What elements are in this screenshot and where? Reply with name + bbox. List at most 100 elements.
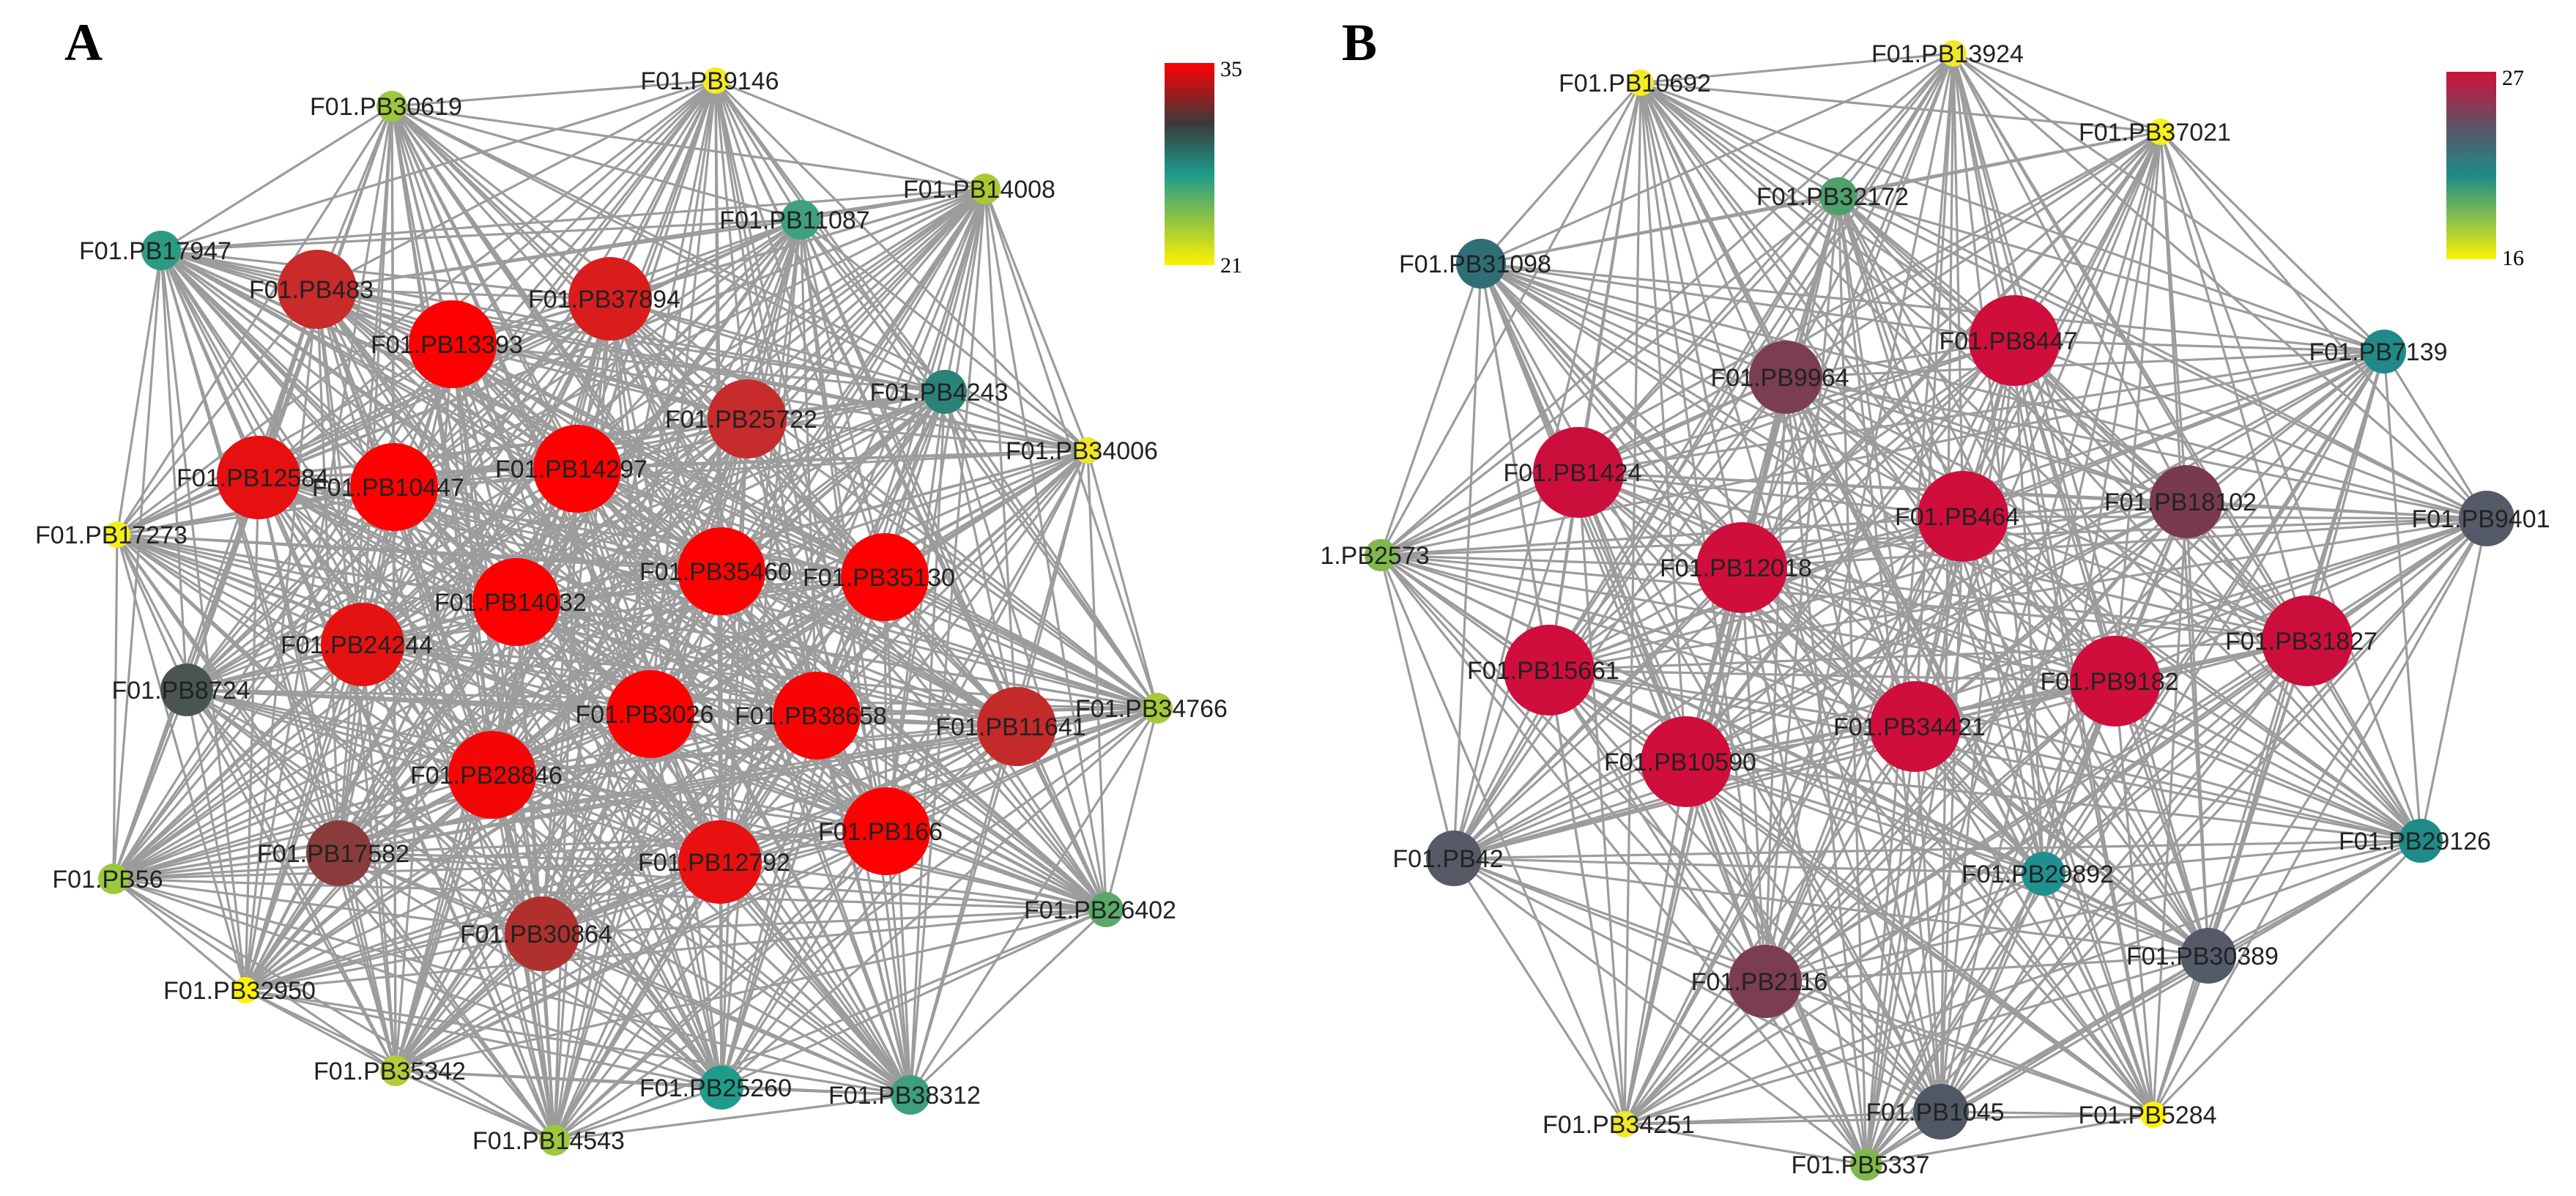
- node-circle: [2148, 119, 2174, 145]
- panel-b-legend-gradient: [2446, 72, 2496, 259]
- edge-f01-pb9182-f01-pb1045: [1940, 680, 2117, 1113]
- edge-f01-pb31827-f01-pb29892: [2042, 639, 2309, 875]
- edge-f01-pb34006-f01-pb38658: [815, 449, 1089, 717]
- node-label: F01.PB483: [249, 276, 374, 304]
- node-label: F01.PB32172: [1756, 183, 1909, 211]
- edge-f01-pb8447-f01-pb29892: [2013, 340, 2045, 874]
- node-f01-pb9964: F01.PB9964: [1710, 341, 1849, 414]
- edge-f01-pb9182-f01-pb5337: [1865, 680, 2117, 1165]
- node-circle: [977, 687, 1056, 766]
- edge-f01-pb38658-f01-pb26402: [816, 714, 1107, 911]
- edge-f01-pb9964-f01-pb29126: [1785, 376, 2421, 842]
- node-f01-pb34006: F01.PB34006: [1006, 437, 1158, 465]
- edge-f01-pb166-f01-pb35342: [395, 830, 887, 1072]
- edge-f01-pb34421-f01-pb2116: [1764, 726, 1917, 982]
- edge-f01-pb4243-f01-pb34766: [943, 391, 1159, 709]
- node-circle: [409, 300, 497, 388]
- edge-f01-pb1045-f01-pb5284: [1940, 1110, 2154, 1116]
- edge-f01-pb18102-f01-pb10590: [1685, 500, 2187, 763]
- node-circle: [891, 1075, 930, 1115]
- edge-f01-pb29892-f01-pb34251: [1624, 872, 2044, 1126]
- edge-f01-pb37894-f01-pb4243: [609, 297, 946, 393]
- edge-f01-pb28846-f01-pb26402: [491, 773, 1107, 911]
- edge-f01-pb31098-f01-pb1045: [1480, 263, 1942, 1113]
- node-circle: [2459, 491, 2514, 546]
- panel-a-legend-min: 21: [1220, 253, 1242, 278]
- node-circle: [1749, 341, 1822, 414]
- edge-f01-pb9182-f01-pb42: [1453, 680, 2116, 860]
- edge-f01-pb17582-f01-pb38312: [338, 852, 911, 1096]
- node-circle: [702, 67, 729, 94]
- node-circle: [1641, 716, 1731, 807]
- node-f01-pb9401: F01.PB9401: [2411, 491, 2550, 546]
- edge-f01-pb13393-f01-pb35130: [452, 343, 886, 579]
- node-circle: [98, 863, 129, 894]
- edge-f01-pb10447-f01-pb34766: [393, 486, 1158, 710]
- edge-1-pb2573-f01-pb42: [1379, 554, 1455, 859]
- edge-1-pb2573-f01-pb5337: [1379, 554, 1868, 1165]
- edge-f01-pb14297-f01-pb11641: [576, 467, 1017, 728]
- edge-f01-pb35342-f01-pb14543: [395, 1069, 555, 1142]
- edge-f01-pb25722-f01-pb12584: [258, 417, 748, 479]
- edge-f01-pb9401-f01-pb30389: [2207, 518, 2488, 957]
- edge-f01-pb31098-f01-pb8447: [1480, 262, 2015, 342]
- node-circle: [773, 672, 861, 759]
- node-circle: [708, 379, 787, 458]
- edge-f01-pb15661-f01-pb29126: [1548, 669, 2421, 842]
- edge-f01-pb166-f01-pb38312: [885, 831, 912, 1096]
- edge-f01-pb13924-f01-pb37021: [1953, 52, 2161, 133]
- node-circle: [1611, 1111, 1638, 1137]
- edge-f01-pb10447-f01-pb38658: [393, 486, 817, 717]
- panel-b-legend-min: 16: [2502, 246, 2524, 270]
- node-f01-pb15661: F01.PB15661: [1467, 625, 1619, 716]
- node-label: F01.PB37021: [2079, 119, 2231, 146]
- edge-f01-pb28846-f01-pb166: [491, 773, 887, 833]
- edge-f01-pb9146-f01-pb17273: [116, 79, 716, 536]
- edge-f01-pb25260-f01-pb14543: [554, 1086, 722, 1142]
- edge-f01-pb9964-f01-pb18102: [1785, 376, 2187, 503]
- edge-f01-pb42-f01-pb2116: [1453, 857, 1766, 983]
- edge-f01-pb37021-f01-pb464: [1961, 131, 2162, 517]
- edge-f01-pb11087-f01-pb56: [112, 218, 802, 880]
- edge-f01-pb12018-f01-pb31827: [1741, 566, 2308, 642]
- node-f01-pb12584: F01.PB12584: [177, 436, 329, 519]
- node-f01-pb35342: F01.PB35342: [313, 1055, 466, 1086]
- edge-f01-pb31098-f01-pb42: [1452, 263, 1482, 859]
- edge-f01-pb8724-f01-pb11641: [186, 688, 1017, 728]
- edge-f01-pb10590-f01-pb1045: [1685, 761, 1942, 1113]
- edge-f01-pb14032-f01-pb38658: [516, 601, 817, 717]
- node-f01-pb13924: F01.PB13924: [1871, 40, 2024, 68]
- edge-f01-pb11087-f01-pb4243: [799, 218, 946, 393]
- edge-f01-pb10590-f01-pb30389: [1685, 760, 2209, 957]
- edge-f01-pb37021-f01-pb29892: [2042, 131, 2162, 874]
- edge-f01-pb56-f01-pb35342: [113, 877, 396, 1072]
- edge-f01-pb24244-f01-pb12792: [362, 643, 721, 863]
- edge-f01-pb34766-f01-pb14543: [554, 707, 1158, 1142]
- edge-f01-pb11087-f01-pb12584: [258, 218, 801, 479]
- edge-f01-pb8724-f01-pb56: [112, 689, 188, 880]
- edge-f01-pb8447-f01-pb5284: [2013, 340, 2155, 1115]
- edge-f01-pb14008-f01-pb17947: [160, 187, 986, 252]
- edge-f01-pb30389-f01-pb34251: [1624, 954, 2209, 1126]
- node-label: F01.PB34421: [1833, 713, 1986, 741]
- edge-f01-pb483-f01-pb17273: [116, 288, 319, 536]
- edge-f01-pb11087-f01-pb483: [316, 218, 801, 291]
- edge-f01-pb12792-f01-pb38312: [719, 861, 912, 1096]
- edge-f01-pb9146-f01-pb13393: [451, 79, 717, 346]
- edge-f01-pb26402-f01-pb14543: [554, 908, 1107, 1142]
- edge-f01-pb35130-f01-pb24244: [362, 576, 886, 646]
- node-circle: [699, 1066, 743, 1110]
- edge-f01-pb13393-f01-pb4243: [452, 343, 946, 393]
- edge-f01-pb42-f01-pb5284: [1453, 857, 2154, 1116]
- node-f01-pb35130: F01.PB35130: [803, 533, 955, 621]
- node-f01-pb4243: F01.PB4243: [869, 370, 1009, 414]
- edge-f01-pb32172-f01-pb31098: [1480, 195, 1839, 265]
- edge-f01-pb13924-f01-pb10692: [1640, 52, 1954, 84]
- edge-f01-pb37894-f01-pb34006: [609, 297, 1088, 452]
- edge-f01-pb15661-f01-pb2116: [1548, 669, 1767, 982]
- edge-f01-pb31098-f01-pb18102: [1480, 262, 2187, 503]
- edge-f01-pb42-f01-pb29126: [1453, 839, 2421, 860]
- edge-1-pb2573-f01-pb30389: [1380, 554, 2209, 957]
- edge-f01-pb56-f01-pb25260: [113, 877, 722, 1089]
- edge-f01-pb56-f01-pb38312: [113, 877, 911, 1096]
